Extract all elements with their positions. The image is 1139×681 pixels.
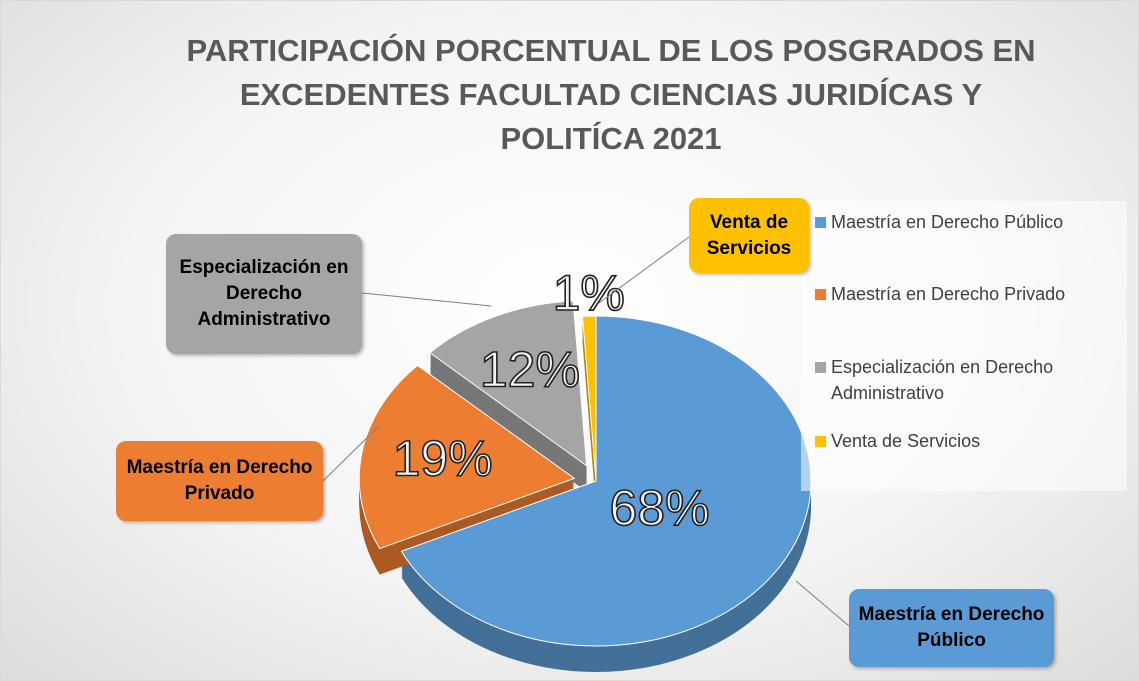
leader-line bbox=[322, 425, 380, 482]
leader-line bbox=[361, 292, 492, 307]
data-label: 68% bbox=[609, 480, 709, 536]
legend-entry: Maestría en Derecho Público bbox=[815, 209, 1131, 235]
leader-line bbox=[795, 580, 850, 627]
legend-swatch bbox=[815, 362, 826, 373]
callout-label: Especialización en Derecho Administrativ… bbox=[166, 234, 362, 354]
legend: Maestría en Derecho Público Maestría en D… bbox=[801, 201, 1127, 491]
legend-entry: Maestría en Derecho Privado bbox=[815, 281, 1131, 307]
callout-label: Maestría en Derecho Público bbox=[849, 589, 1054, 667]
legend-swatch bbox=[815, 217, 826, 228]
chart-title: PARTICIPACIÓN PORCENTUAL DE LOS POSGRADO… bbox=[186, 33, 1036, 156]
slice bbox=[358, 364, 576, 550]
legend-label: Maestría en Derecho Privado bbox=[831, 284, 1066, 304]
legend-label: Maestría en Derecho Público bbox=[831, 212, 1064, 232]
legend-swatch bbox=[815, 436, 826, 447]
slice bbox=[581, 315, 597, 482]
callout-label: Maestría en Derecho Privado bbox=[116, 441, 323, 521]
slice bbox=[400, 315, 812, 647]
legend-label: Especialización en Derecho Administrativ… bbox=[831, 357, 1054, 403]
legend-entry: Venta de Servicios bbox=[815, 428, 1131, 454]
callout-label: Venta de Servicios bbox=[689, 198, 809, 273]
slice bbox=[429, 300, 588, 467]
leader-line bbox=[598, 236, 690, 304]
data-label: 1% bbox=[553, 265, 625, 321]
legend-label: Venta de Servicios bbox=[831, 431, 981, 451]
data-label: 19% bbox=[393, 431, 493, 487]
legend-entry: Especialización en Derecho Administrativ… bbox=[815, 354, 1131, 406]
legend-swatch bbox=[815, 289, 826, 300]
data-label: 12% bbox=[480, 341, 580, 397]
